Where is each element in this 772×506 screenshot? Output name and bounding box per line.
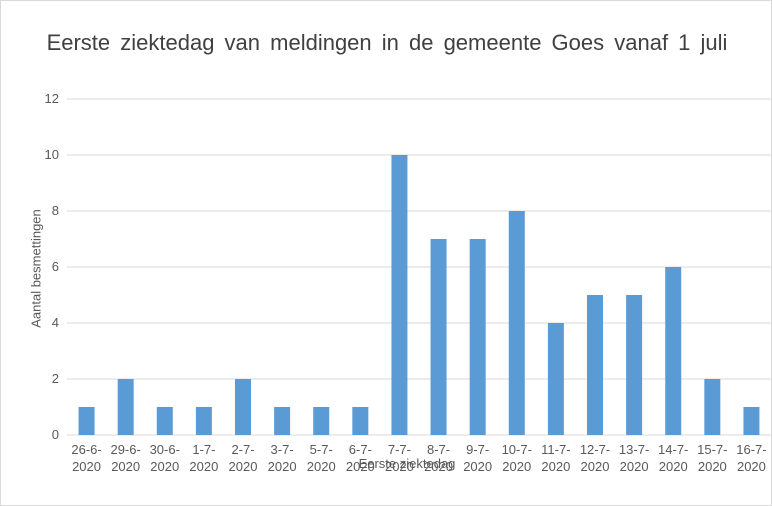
bar bbox=[665, 267, 682, 435]
x-tick-label: 6-7-2020 bbox=[345, 442, 375, 474]
bar bbox=[156, 407, 173, 435]
y-tick-label: 10 bbox=[44, 147, 59, 162]
x-tick-label: 7-7-2020 bbox=[384, 442, 414, 474]
bar bbox=[587, 295, 603, 435]
x-tick-label: 2-7-2020 bbox=[228, 442, 258, 474]
y-tick-label: 6 bbox=[51, 259, 59, 274]
bar bbox=[626, 295, 643, 435]
x-tick-label: 30-6-2020 bbox=[149, 442, 180, 474]
x-tick-label: 12-7-2020 bbox=[579, 442, 611, 474]
bar bbox=[430, 239, 447, 435]
chart-title: Eerste ziektedag van meldingen in de gem… bbox=[46, 30, 728, 55]
x-tick-label: 3-7-2020 bbox=[267, 442, 297, 474]
bar bbox=[547, 323, 564, 435]
bar bbox=[235, 379, 251, 435]
bar bbox=[391, 155, 408, 435]
bar bbox=[704, 379, 721, 435]
x-tick-label: 10-7-2020 bbox=[501, 442, 532, 474]
x-axis-label: Eerste ziektedag bbox=[358, 456, 456, 471]
x-tick-label: 1-7-2020 bbox=[189, 442, 219, 474]
x-tick-label: 13-7-2020 bbox=[618, 442, 650, 474]
x-tick-label: 5-7-2020 bbox=[306, 442, 336, 474]
x-tick-label: 8-7-2020 bbox=[424, 442, 453, 474]
x-tick-label: 14-7-2020 bbox=[658, 442, 689, 474]
x-tick-label: 16-7-2020 bbox=[736, 442, 767, 474]
y-tick-label: 0 bbox=[51, 427, 59, 442]
bar bbox=[274, 407, 291, 435]
x-tick-label: 15-7-2020 bbox=[697, 442, 728, 474]
x-tick-label: 29-6-2020 bbox=[110, 442, 141, 474]
bar bbox=[117, 379, 134, 435]
bar bbox=[195, 407, 212, 435]
y-tick-label: 12 bbox=[44, 91, 59, 106]
bar bbox=[313, 407, 330, 435]
y-tick-label: 8 bbox=[51, 203, 59, 218]
bar bbox=[469, 239, 486, 435]
bar bbox=[508, 211, 525, 435]
bar bbox=[78, 407, 95, 435]
bar bbox=[352, 407, 369, 435]
bar bbox=[743, 407, 760, 435]
x-tick-label: 26-6-2020 bbox=[71, 442, 102, 474]
y-tick-label: 2 bbox=[51, 371, 59, 386]
x-tick-label: 11-7-2020 bbox=[541, 442, 571, 474]
x-tick-label: 9-7-2020 bbox=[463, 442, 493, 474]
y-tick-label: 4 bbox=[51, 315, 59, 330]
